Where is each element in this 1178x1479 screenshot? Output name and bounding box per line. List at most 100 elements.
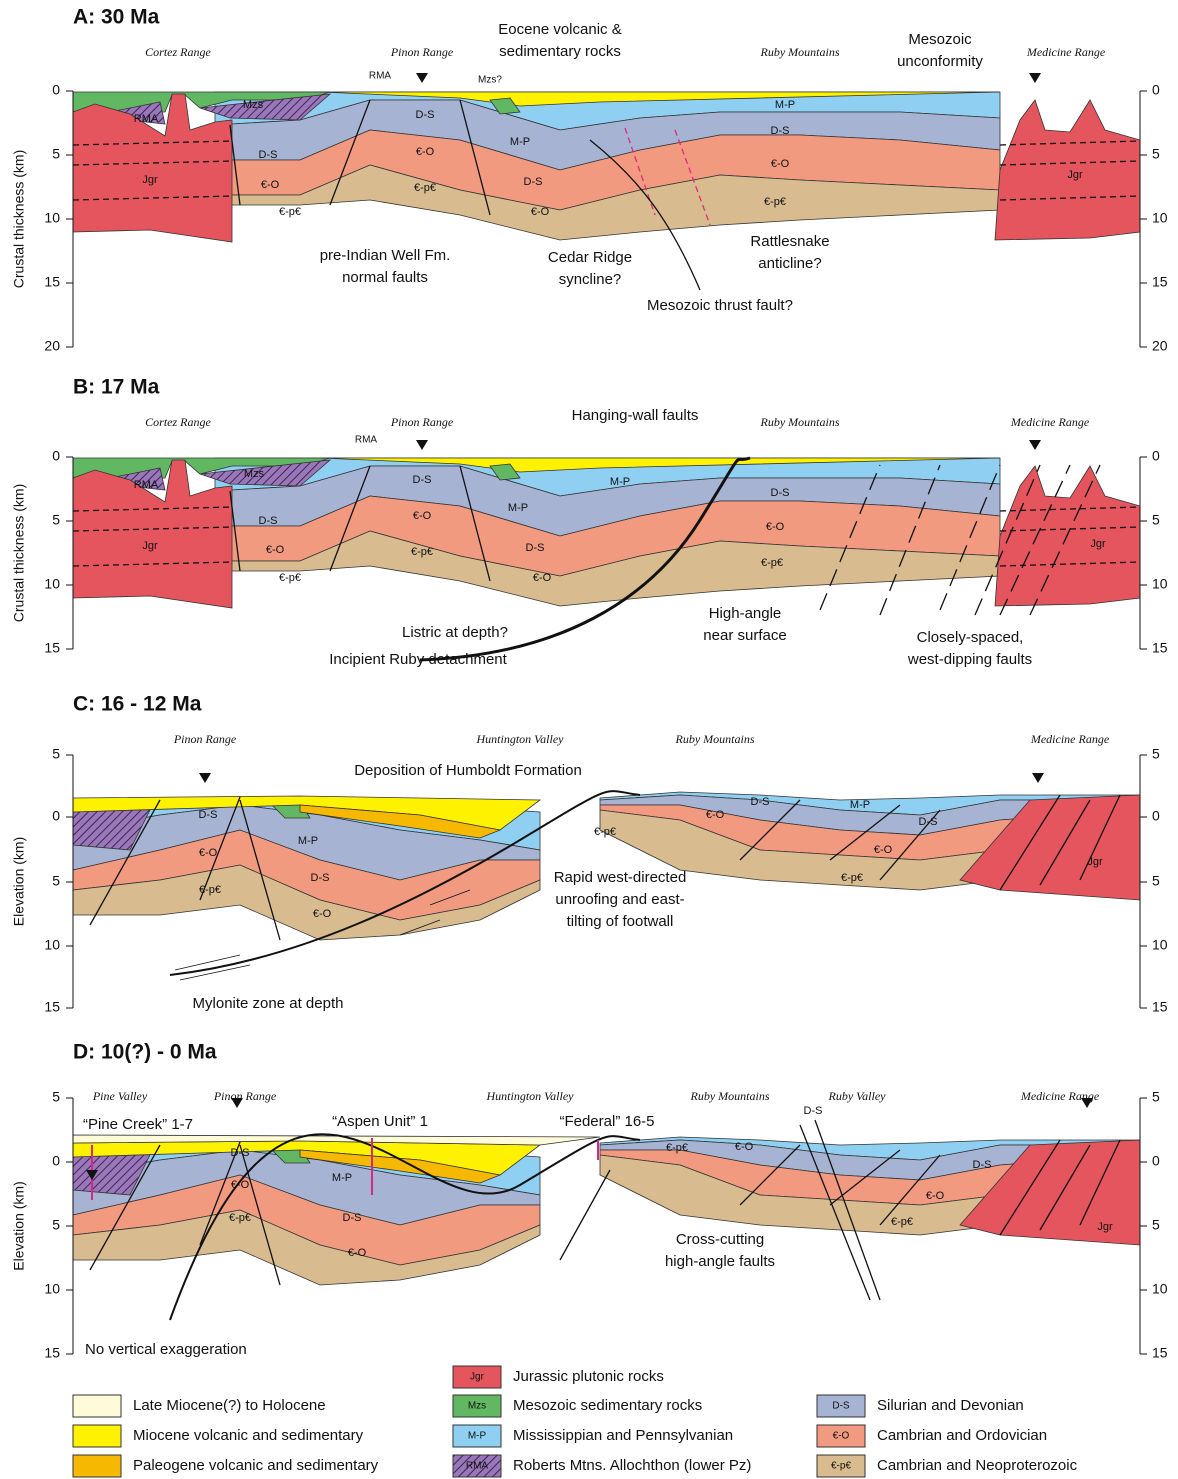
legend-code: €-O <box>833 1431 850 1442</box>
unit-label: €-O <box>416 146 435 158</box>
unit-label: Jgr <box>1090 538 1106 550</box>
legend-code: M-P <box>468 1431 487 1442</box>
tick-label: 15 <box>44 999 60 1015</box>
panel-title: D: 10(?) - 0 Ma <box>73 1041 217 1064</box>
unit-label: €-O <box>266 544 285 556</box>
tick-label: 10 <box>44 1281 60 1297</box>
unit-label: €-O <box>706 809 725 821</box>
unit-label: €-O <box>766 521 785 533</box>
annotation: RMA <box>369 71 392 82</box>
legend-swatch <box>73 1425 121 1447</box>
annotation: Mesozoic thrust fault? <box>647 297 793 314</box>
axis-label: Crustal thickness (km) <box>11 484 27 622</box>
unit-label: M-P <box>298 835 318 847</box>
tick-label: 10 <box>44 210 60 226</box>
unit-label: Mzs <box>243 99 264 111</box>
unit-label: €-O <box>926 1190 945 1202</box>
tick-label: 15 <box>44 274 60 290</box>
note: No vertical exaggeration <box>85 1341 247 1358</box>
tick-label: 15 <box>1152 1345 1168 1361</box>
unit-label: M-P <box>775 99 795 111</box>
unit-label: M-P <box>332 1172 352 1184</box>
tick-label: 20 <box>44 338 60 354</box>
unit-label: Jgr <box>142 540 158 552</box>
fault <box>560 1170 610 1260</box>
place-label: Ruby Valley <box>828 1089 887 1103</box>
tick-label: 5 <box>52 146 60 162</box>
place-label: Huntington Valley <box>486 1089 575 1103</box>
legend-label: Jurassic plutonic rocks <box>513 1368 664 1385</box>
mylonite <box>175 955 240 970</box>
unit-label: D-S <box>259 149 278 161</box>
unit-label: D-S <box>311 872 330 884</box>
tick-label: 10 <box>1152 937 1168 953</box>
unit-label: Jgr <box>1087 856 1103 868</box>
annotation: Incipient Ruby detachment <box>329 651 507 668</box>
place-label: Pinon Range <box>213 1089 277 1103</box>
tick-label: 5 <box>1152 1089 1160 1105</box>
tick-label: 5 <box>52 1217 60 1233</box>
station-marker <box>416 440 428 450</box>
tick-label: 15 <box>1152 274 1168 290</box>
station-marker <box>199 773 211 783</box>
annotation: Closely-spaced, <box>917 629 1024 646</box>
place-label: Ruby Mountains <box>675 732 755 746</box>
tick-label: 5 <box>52 1089 60 1105</box>
annotation: Cedar Ridge <box>548 249 632 266</box>
unit-label: Mzs <box>244 468 265 480</box>
annotation: high-angle faults <box>665 1253 775 1270</box>
legend-label: Late Miocene(?) to Holocene <box>133 1397 326 1414</box>
unit-label: €-p€ <box>666 1142 688 1154</box>
unit-label: D-S <box>343 1212 362 1224</box>
tick-label: 5 <box>52 873 60 889</box>
annotation: “Federal” 16-5 <box>559 1113 654 1130</box>
tick-label: 0 <box>1152 448 1160 464</box>
unit-label: €-O <box>531 206 550 218</box>
legend-label: Cambrian and Ordovician <box>877 1427 1047 1444</box>
unit-label: D-S <box>199 809 218 821</box>
annotation: pre-Indian Well Fm. <box>320 247 451 264</box>
unit-label: €-p€ <box>199 884 221 896</box>
place-label: Medicine Range <box>1010 415 1090 429</box>
unit-label: D-S <box>973 1159 992 1171</box>
station-marker <box>1032 773 1044 783</box>
tick-label: 5 <box>52 746 60 762</box>
unit-label: €-O <box>413 510 432 522</box>
unit-label: €-O <box>735 1141 754 1153</box>
unit-label: €-O <box>874 844 893 856</box>
tick-label: 0 <box>1152 82 1160 98</box>
axis-label: Elevation (km) <box>11 1181 27 1270</box>
unit-label: €-O <box>261 179 280 191</box>
legend-label: Silurian and Devonian <box>877 1397 1024 1414</box>
axis-label: Crustal thickness (km) <box>11 150 27 288</box>
legend-label: Miocene volcanic and sedimentary <box>133 1427 364 1444</box>
unit-label: D-S <box>751 796 770 808</box>
annotation: unconformity <box>897 53 983 70</box>
legend-code: D-S <box>832 1401 850 1412</box>
unit-label: €-p€ <box>841 872 863 884</box>
panel-title: A: 30 Ma <box>73 6 160 29</box>
annotation: Rattlesnake <box>750 233 829 250</box>
tick-label: 10 <box>1152 576 1168 592</box>
unit-label: €-O <box>348 1247 367 1259</box>
unit-label: M-P <box>850 799 870 811</box>
unit-label: D-S <box>771 125 790 137</box>
legend-code: RMA <box>466 1461 489 1472</box>
annotation: Mylonite zone at depth <box>193 995 344 1012</box>
unit-label: RMA <box>134 479 159 491</box>
unit-label: Jgr <box>142 174 158 186</box>
unit-label: Jgr <box>1067 169 1083 181</box>
annotation: west-dipping faults <box>907 651 1032 668</box>
unit-label: D-S <box>413 474 432 486</box>
annotation: RMA <box>355 435 378 446</box>
unit-label: €-p€ <box>279 206 301 218</box>
tick-label: 5 <box>1152 1217 1160 1233</box>
unit-label: M-P <box>508 502 528 514</box>
annotation: sedimentary rocks <box>499 43 621 60</box>
unit-label: €-O <box>533 572 552 584</box>
place-label: Medicine Range <box>1026 45 1106 59</box>
place-label: Medicine Range <box>1020 1089 1100 1103</box>
tick-label: 0 <box>1152 1153 1160 1169</box>
annotation: tilting of footwall <box>567 913 674 930</box>
legend-label: Roberts Mtns. Allochthon (lower Pz) <box>513 1457 751 1474</box>
